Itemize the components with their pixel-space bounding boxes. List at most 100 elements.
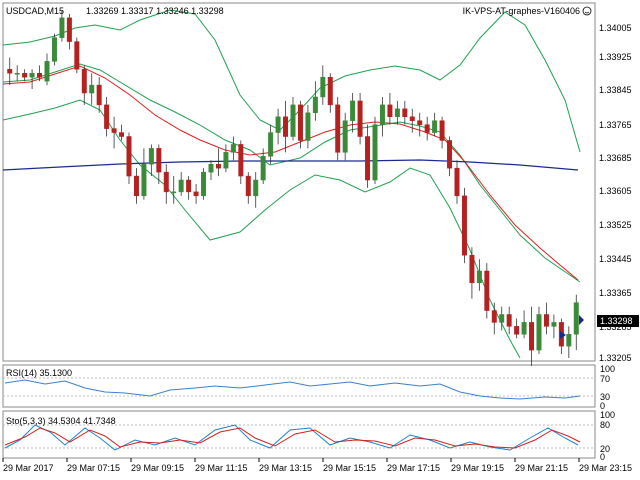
candle	[178, 172, 184, 196]
candle-body-bull	[89, 84, 95, 94]
candle-body-bear	[439, 120, 445, 141]
symbol-timeframe-label: USDCAD,M15	[6, 6, 64, 16]
candle-body-bear	[111, 128, 117, 133]
candle-body-bull	[141, 163, 147, 197]
candle-body-bull	[44, 61, 50, 82]
candle-body-bear	[491, 310, 497, 323]
time-tick-label: 29 Mar 19:15	[451, 463, 504, 473]
candle	[22, 69, 28, 82]
candle	[29, 69, 35, 90]
candle	[297, 100, 303, 149]
stoch-level-label: 100	[600, 410, 615, 420]
trade-marker-icon	[560, 331, 566, 339]
candle	[305, 104, 311, 149]
candle-body-bull	[51, 37, 57, 62]
candle-body-bear	[37, 72, 43, 78]
rsi-level-label: 70	[600, 374, 610, 384]
candle-body-bull	[260, 156, 266, 181]
candle-body-bear	[461, 195, 467, 256]
price-tick-label: 1.34005	[599, 23, 632, 33]
candle	[89, 73, 95, 105]
price-tick-label: 1.33365	[599, 288, 632, 298]
time-tick-label: 29 Mar 2017	[3, 463, 54, 473]
price-panel	[2, 2, 596, 362]
candle	[268, 124, 274, 165]
candle	[543, 302, 549, 335]
candle	[37, 65, 43, 82]
candle-body-bear	[74, 41, 80, 70]
candle-body-bear	[22, 72, 28, 78]
candle	[461, 187, 467, 264]
candle-body-bull	[275, 116, 281, 133]
candle-body-bear	[81, 69, 87, 94]
candle	[51, 33, 57, 66]
candle-body-bear	[238, 144, 244, 177]
smiley-icon	[582, 6, 592, 16]
bollinger-middle-band	[2, 63, 581, 283]
candle	[379, 96, 385, 137]
candle	[439, 116, 445, 149]
candle-body-bear	[186, 179, 192, 193]
candles-group	[7, 9, 579, 366]
candle-body-bear	[297, 104, 303, 141]
candle	[573, 294, 579, 351]
candle	[447, 136, 453, 177]
candle-body-bear	[335, 104, 341, 153]
candle-body-bear	[387, 104, 393, 117]
brand-label: IK-VPS-AT-graphes-V160406	[463, 6, 580, 16]
current-price-box	[597, 315, 639, 327]
candle-body-bull	[499, 314, 505, 323]
candle	[238, 140, 244, 184]
bollinger-lower-band	[2, 99, 521, 359]
candle	[7, 57, 13, 86]
candle-body-bull	[171, 191, 177, 194]
candle-body-bear	[193, 191, 199, 197]
candle-body-bear	[424, 124, 430, 133]
stoch-level-label: 20	[600, 444, 610, 454]
candle	[529, 306, 535, 366]
stoch-level-label: 80	[600, 420, 610, 430]
candle	[394, 100, 400, 125]
price-tick-label: 1.33605	[599, 186, 632, 196]
candle-body-bull	[268, 132, 274, 157]
candle-body-bull	[253, 179, 259, 197]
candle-body-bear	[133, 175, 139, 197]
candle-body-bear	[409, 116, 415, 121]
candle	[402, 100, 408, 125]
candle	[424, 116, 430, 141]
candle	[514, 318, 520, 339]
candle-body-bear	[357, 100, 363, 137]
price-tick-label: 1.33925	[599, 52, 632, 62]
time-tick-label: 29 Mar 23:15	[579, 463, 632, 473]
moving-average-slow	[2, 159, 579, 171]
candle-body-bull	[178, 179, 184, 193]
candle-body-bear	[447, 140, 453, 169]
candle-body-bear	[283, 116, 289, 137]
candle-body-bull	[230, 144, 236, 153]
candle-body-bull	[551, 322, 557, 327]
rsi-panel	[2, 364, 596, 408]
candle-body-bull	[59, 17, 65, 38]
price-tick-label: 1.33685	[599, 153, 632, 163]
candle	[253, 172, 259, 208]
candle	[417, 112, 423, 137]
candle	[484, 263, 490, 319]
candle	[201, 168, 207, 200]
candle	[365, 124, 371, 188]
current-price-label: 1.33298	[600, 316, 633, 326]
candle	[186, 176, 192, 200]
candle-body-bull	[432, 120, 438, 133]
candle	[148, 144, 154, 177]
candle-body-bull	[208, 163, 214, 173]
candle-body-bear	[417, 120, 423, 125]
candle-body-bear	[529, 322, 535, 351]
ohlc-values: 1.33269 1.33317 1.33246 1.33298	[86, 6, 224, 16]
candle-body-bear	[156, 148, 162, 173]
candle	[320, 65, 326, 105]
rsi-level-label: 0	[600, 401, 605, 411]
candle-body-bull	[148, 148, 154, 165]
time-tick-label: 29 Mar 21:15	[515, 463, 568, 473]
price-tick-label: 1.33445	[599, 254, 632, 264]
candle-body-bear	[543, 314, 549, 327]
